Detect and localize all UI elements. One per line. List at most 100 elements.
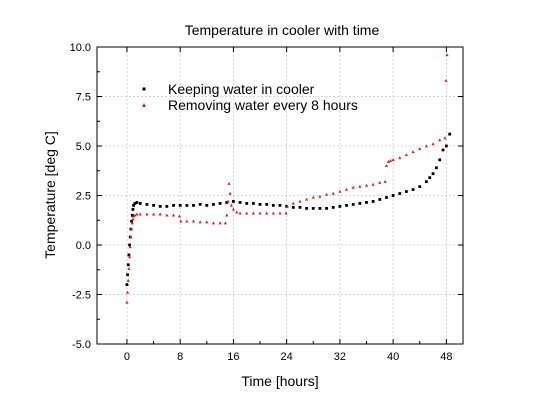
series-0-point-49 [378,198,382,201]
series-1-point-9 [131,217,135,221]
series-1-point-16 [158,212,162,216]
series-0-point-10 [132,204,135,207]
series-1-point-47 [311,195,315,199]
series-0-point-1 [126,273,130,277]
series-1-point-39 [265,211,269,215]
series-0-point-56 [425,180,428,184]
x-tick-labels: 0 8 16 24 32 40 48 [124,351,453,363]
series-0-point-20 [185,204,189,207]
series-1-point-0 [125,300,129,304]
series-0-point-53 [405,190,408,193]
series-0-point-36 [291,205,295,209]
series-0-point-15 [152,204,155,207]
series-1-point-56 [371,182,375,186]
series-0-point-7 [130,219,134,223]
series-1-point-12 [135,212,139,216]
legend-marker-1 [142,103,146,107]
series-1-point-48 [318,194,322,198]
series-1-point-63 [398,156,402,160]
series-0-point-37 [298,205,302,209]
y-tick-labels: -5.0 -2.5 0.0 2.5 5.0 7.5 10.0 [70,42,91,351]
series-1-point-24 [205,220,209,224]
series-1-point-62 [391,158,395,162]
series-1-point-21 [185,219,189,223]
series-1-point-29 [226,199,230,203]
series-0-point-32 [265,203,269,206]
series-0-point-2 [126,263,130,267]
series-1-point-11 [133,213,137,217]
axis-ticks [97,46,463,345]
x-tick-label-0: 0 [124,351,130,363]
series-1-point-18 [171,213,176,217]
series-0-point-45 [351,203,355,206]
series-0-point-18 [172,204,175,207]
x-tick-label-5: 40 [387,351,399,363]
chart-title: Temperature in cooler with time [185,22,380,38]
series-1-point-13 [138,212,142,216]
series-1-point-4 [128,255,132,259]
series-1-point-42 [284,211,288,215]
legend-label-0: Keeping water in cooler [168,81,315,97]
series-0-point-39 [311,206,315,210]
series-1-point-54 [358,184,362,188]
series-0-point-4 [128,243,132,247]
series-1-point-7 [130,227,134,231]
series-1-point-17 [165,213,169,217]
series-1-point-46 [305,197,309,201]
series-0-point-60 [438,158,442,162]
series-1-point-37 [251,211,255,215]
series-0-point-28 [238,201,242,204]
series-1-point-25 [211,221,216,225]
series-1-point-68 [431,142,435,146]
series-1-point-69 [438,138,442,142]
series-0-point-14 [145,203,149,206]
series-0-point-40 [318,206,322,210]
series-1-point-1 [126,290,130,294]
series-0-point-61 [441,148,445,152]
series-1-point-35 [238,211,242,215]
series-1-point-20 [179,219,183,223]
series-0-point-47 [365,201,368,204]
series-1-point-5 [128,245,132,249]
series-0-point-9 [131,207,135,211]
series-0-point-59 [434,166,438,170]
series-1-point-32 [229,203,234,207]
series-1-point-45 [298,199,302,203]
series-1-point-10 [132,214,136,218]
series-1-point-72 [445,53,449,57]
series-1-point-57 [378,180,382,184]
series-0-point-41 [325,206,328,210]
series-0-point-51 [391,194,395,197]
series-1-point-55 [364,183,369,187]
series-0-point-16 [158,204,162,208]
series-0-point-0 [125,283,129,286]
series-0-point-31 [258,203,262,206]
series-1-point-23 [198,220,202,224]
series-0-point-50 [385,196,388,199]
x-axis-label: Time [hours] [241,373,318,389]
series-0-point-27 [232,200,235,203]
y-tick-label-0: -5.0 [72,339,91,351]
series-0-point-22 [198,203,202,206]
legend-entry-0: Keeping water in cooler [142,81,315,97]
series-0-point-48 [371,200,375,203]
series-0-point-55 [418,185,422,188]
series-0-point-62 [444,144,448,148]
series-0-point-21 [192,204,195,207]
y-tick-label-1: -2.5 [72,290,91,302]
series-1-point-59 [384,164,389,167]
series-0-point-33 [271,204,275,207]
series-0-point-57 [428,176,432,180]
series-1-point-41 [278,211,282,215]
series-0-point-44 [345,204,348,207]
series-1-point-40 [271,211,275,215]
series-1-point-70 [443,136,447,140]
series-1-point-58 [383,179,387,183]
legend: Keeping water in cooler Removing water e… [142,81,358,113]
series-0-point-25 [218,202,222,205]
series-1-point-19 [177,214,182,218]
x-tick-label-3: 24 [281,351,293,363]
series-0-point-52 [398,192,402,195]
series-0-point-13 [138,202,142,205]
series-0-point-12 [135,201,139,204]
